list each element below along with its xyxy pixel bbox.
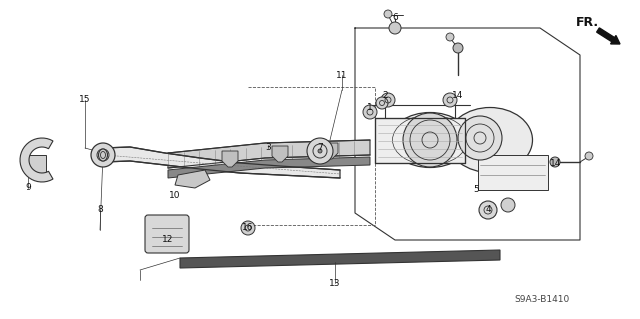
Circle shape [453, 43, 463, 53]
Circle shape [363, 105, 377, 119]
Polygon shape [180, 250, 500, 268]
Text: 9: 9 [25, 183, 31, 192]
Polygon shape [168, 157, 370, 178]
Polygon shape [20, 138, 53, 182]
Text: 5: 5 [473, 186, 479, 195]
Ellipse shape [390, 113, 470, 167]
Circle shape [384, 10, 392, 18]
FancyArrow shape [596, 28, 620, 44]
Circle shape [501, 198, 515, 212]
Polygon shape [103, 147, 340, 178]
Circle shape [318, 149, 322, 153]
Circle shape [389, 22, 401, 34]
Text: 8: 8 [97, 205, 103, 214]
Polygon shape [322, 143, 338, 159]
Bar [478, 155, 548, 190]
FancyBboxPatch shape [145, 215, 189, 253]
Circle shape [585, 152, 593, 160]
Text: 3: 3 [265, 144, 271, 152]
Text: 14: 14 [550, 159, 562, 167]
Text: 15: 15 [79, 95, 91, 105]
Circle shape [241, 221, 255, 235]
Polygon shape [168, 140, 370, 168]
Text: 13: 13 [329, 278, 340, 287]
Ellipse shape [99, 149, 108, 161]
Text: 14: 14 [452, 91, 464, 100]
Circle shape [376, 97, 388, 109]
Polygon shape [222, 151, 238, 167]
Bar [375, 118, 465, 163]
Text: 4: 4 [485, 205, 491, 214]
Circle shape [443, 93, 457, 107]
Text: 12: 12 [163, 235, 173, 244]
Circle shape [91, 143, 115, 167]
Circle shape [458, 116, 502, 160]
Text: FR.: FR. [576, 16, 599, 28]
Text: 7: 7 [317, 144, 323, 152]
Text: 16: 16 [243, 224, 253, 233]
Text: 2: 2 [382, 91, 388, 100]
Text: S9A3-B1410: S9A3-B1410 [515, 295, 570, 305]
Circle shape [479, 201, 497, 219]
Circle shape [381, 93, 395, 107]
Text: 6: 6 [392, 13, 398, 23]
Text: 1: 1 [367, 103, 373, 113]
Bar [28, 155, 46, 173]
Text: 10: 10 [169, 190, 180, 199]
Text: 11: 11 [336, 70, 348, 79]
Polygon shape [272, 146, 288, 162]
Circle shape [307, 138, 333, 164]
Circle shape [550, 157, 560, 167]
Circle shape [403, 113, 457, 167]
Ellipse shape [447, 108, 532, 173]
Circle shape [446, 33, 454, 41]
Polygon shape [175, 170, 210, 188]
